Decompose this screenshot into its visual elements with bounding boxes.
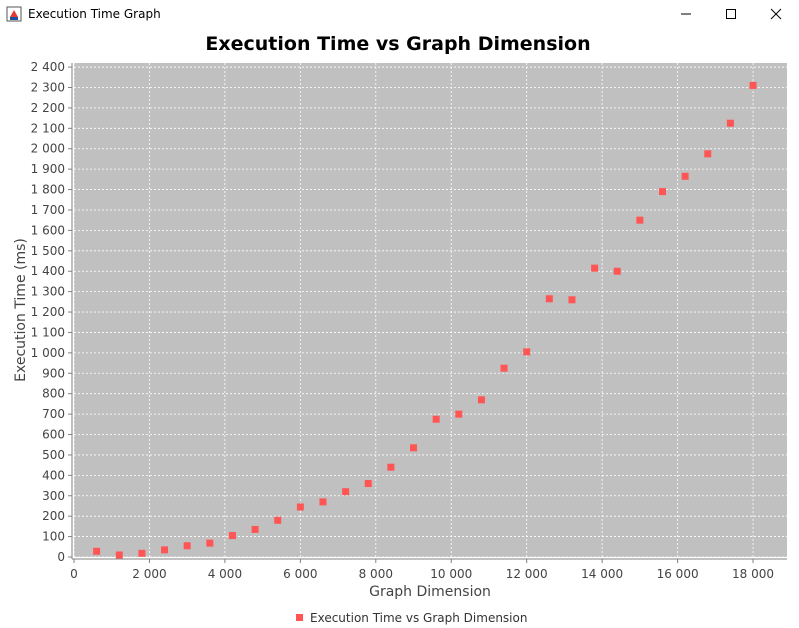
- y-tick-label: 1 400: [31, 264, 65, 278]
- data-point: [138, 549, 146, 557]
- data-point: [319, 498, 327, 506]
- data-point: [183, 542, 191, 550]
- y-tick-label: 1 700: [31, 203, 65, 217]
- close-button[interactable]: [753, 0, 799, 28]
- y-tick-label: 600: [42, 428, 65, 442]
- y-tick-label: 1 600: [31, 223, 65, 237]
- data-point: [659, 188, 667, 196]
- data-point: [568, 296, 576, 304]
- y-tick-label: 500: [42, 448, 65, 462]
- x-tick-label: 2 000: [132, 567, 166, 581]
- x-tick-label: 0: [70, 567, 78, 581]
- legend-label: Execution Time vs Graph Dimension: [310, 611, 527, 625]
- y-tick-label: 400: [42, 468, 65, 482]
- chart-title: Execution Time vs Graph Dimension: [205, 33, 590, 55]
- data-point: [726, 119, 734, 127]
- y-tick-label: 2 200: [31, 101, 65, 115]
- data-point: [251, 525, 259, 533]
- data-point: [704, 150, 712, 158]
- java-app-icon: [6, 6, 22, 22]
- y-tick-label: 1 300: [31, 285, 65, 299]
- x-axis-ticks: 0 2 000 4 000 6 000 8 000 10 000 12 000 14 000 1…: [70, 559, 774, 581]
- x-tick-label: 8 000: [359, 567, 393, 581]
- data-point: [636, 216, 644, 224]
- minimize-icon: [681, 13, 691, 15]
- data-point: [161, 546, 169, 554]
- y-tick-label: 700: [42, 407, 65, 421]
- data-point: [477, 396, 485, 404]
- axes: [71, 63, 787, 560]
- y-tick-label: 1 200: [31, 305, 65, 319]
- x-tick-label: 6 000: [283, 567, 317, 581]
- minimize-button[interactable]: [663, 0, 709, 28]
- close-icon: [770, 8, 782, 20]
- data-point: [523, 348, 531, 356]
- data-point: [455, 410, 463, 418]
- x-tick-label: 14 000: [581, 567, 623, 581]
- data-point: [545, 295, 553, 303]
- data-point: [93, 547, 101, 555]
- data-point: [115, 551, 123, 559]
- data-point: [296, 503, 304, 511]
- maximize-button[interactable]: [708, 0, 754, 28]
- y-tick-label: 1 000: [31, 346, 65, 360]
- y-axis-ticks: 0 100 200 300 400 500 600 700 800 900 1 000 1 100 1 …: [31, 60, 72, 564]
- data-point: [613, 267, 621, 275]
- y-tick-label: 2 000: [31, 142, 65, 156]
- data-point: [681, 172, 689, 180]
- x-axis-label: Graph Dimension: [369, 584, 491, 600]
- data-point: [500, 364, 508, 372]
- x-tick-label: 4 000: [208, 567, 242, 581]
- y-tick-label: 100: [42, 530, 65, 544]
- window-title: Execution Time Graph: [28, 7, 161, 21]
- legend: Execution Time vs Graph Dimension: [296, 611, 527, 625]
- legend-marker: [296, 614, 303, 621]
- y-tick-label: 2 100: [31, 121, 65, 135]
- y-tick-label: 1 100: [31, 325, 65, 339]
- plot-area: [74, 63, 787, 557]
- data-point: [410, 444, 418, 452]
- y-tick-label: 2 400: [31, 60, 65, 74]
- data-point: [342, 488, 350, 496]
- data-points: [93, 81, 757, 559]
- x-tick-label: 12 000: [506, 567, 548, 581]
- gridlines: [73, 63, 787, 558]
- data-point: [387, 463, 395, 471]
- y-tick-label: 1 900: [31, 162, 65, 176]
- x-tick-label: 10 000: [430, 567, 472, 581]
- x-tick-label: 16 000: [657, 567, 699, 581]
- window-titlebar: Execution Time Graph: [0, 0, 799, 28]
- data-point: [749, 81, 757, 89]
- y-tick-label: 900: [42, 366, 65, 380]
- data-point: [591, 264, 599, 272]
- y-tick-label: 200: [42, 509, 65, 523]
- y-tick-label: 1 800: [31, 183, 65, 197]
- x-tick-label: 18 000: [732, 567, 774, 581]
- y-tick-label: 300: [42, 489, 65, 503]
- data-point: [432, 415, 440, 423]
- y-axis-label: Execution Time (ms): [13, 238, 29, 382]
- y-tick-label: 800: [42, 387, 65, 401]
- data-point: [206, 539, 214, 547]
- maximize-icon: [726, 9, 736, 19]
- y-tick-label: 1 500: [31, 244, 65, 258]
- data-point: [274, 516, 282, 524]
- y-tick-label: 0: [57, 550, 65, 564]
- y-tick-label: 2 300: [31, 80, 65, 94]
- data-point: [228, 532, 236, 540]
- data-point: [364, 480, 372, 488]
